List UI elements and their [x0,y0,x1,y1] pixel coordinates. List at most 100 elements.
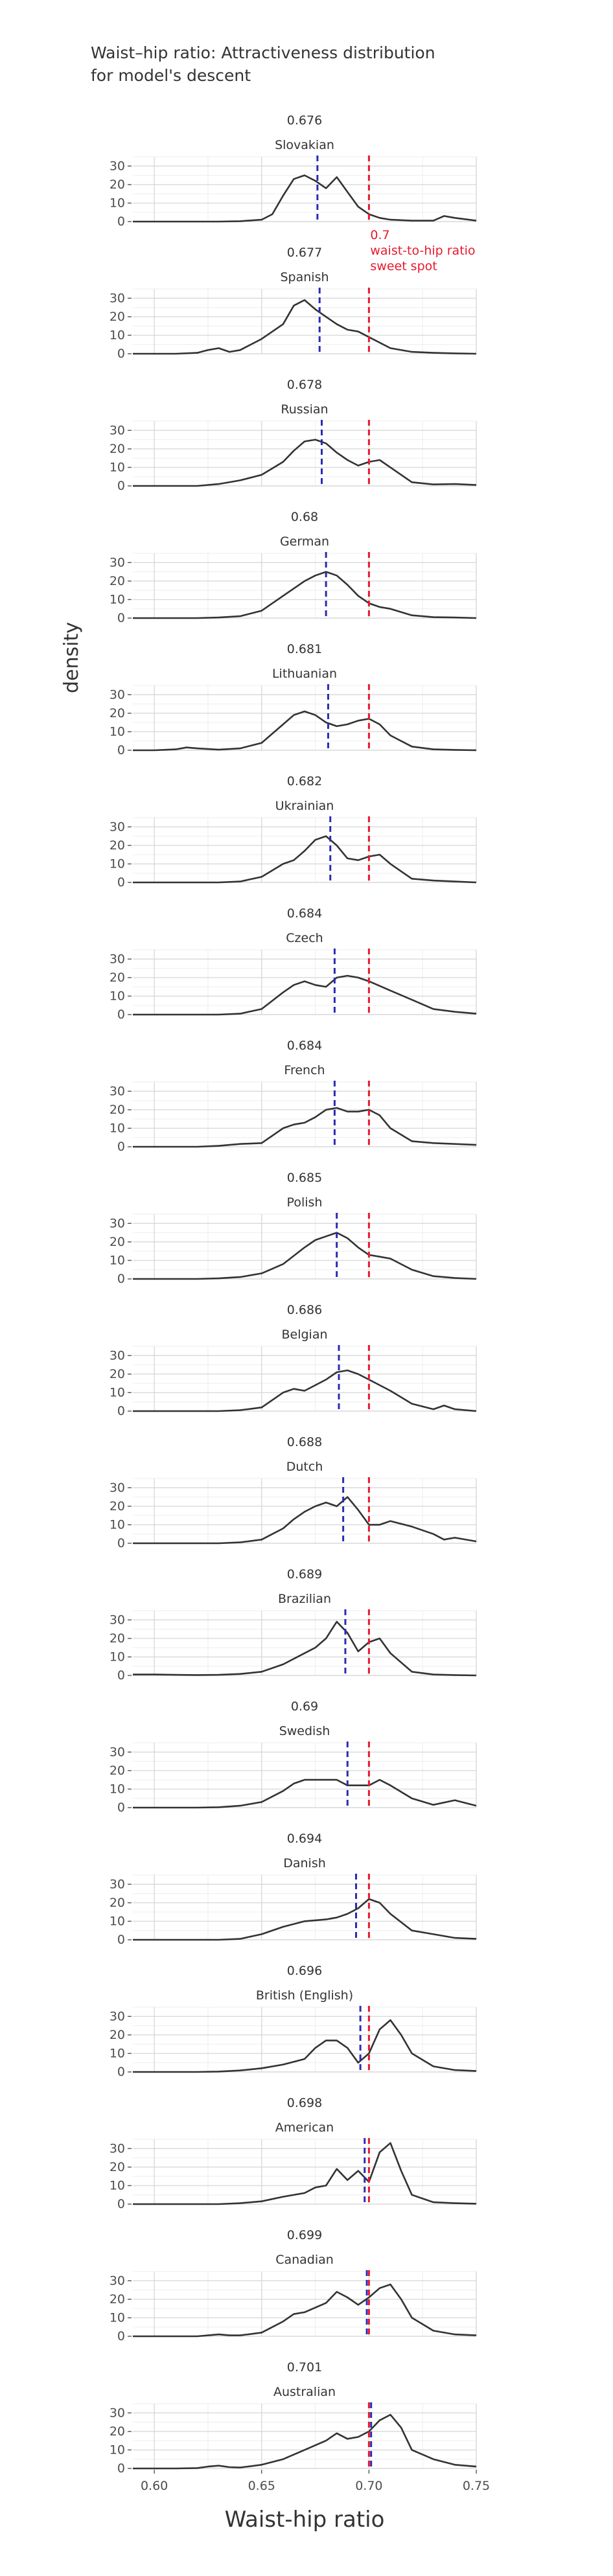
y-tick-label: 10 [110,2178,125,2192]
density-curve [133,1778,477,1809]
facet-dutch: 0.688 Dutch 0 10 20 30 [110,1435,477,1550]
y-tick-label: 0 [117,2065,125,2079]
facet-lithuanian: 0.681 Lithuanian 0 10 20 30 [110,642,477,757]
chart-title-line-2: for model's descent [91,66,251,85]
facet-name-label: Russian [281,402,328,417]
facet-mean-label: 0.677 [287,246,322,260]
y-tick-label: 30 [110,2406,125,2420]
y-tick-label: 10 [110,1385,125,1399]
y-tick-label: 20 [110,2424,125,2439]
x-tick-label: 0.70 [355,2479,382,2493]
y-tick-label: 10 [110,1253,125,1267]
y-tick-label: 10 [110,857,125,871]
facet-mean-label: 0.694 [287,1832,322,1846]
y-tick-label: 10 [110,1782,125,1796]
facet-slovakian: 0.676 Slovakian 0 10 20 30 0.7 waist-to-hip rat… [110,113,477,273]
density-curve [133,2142,477,2205]
facet-czech: 0.684 Czech 0 10 20 30 [110,906,477,1022]
y-tick-label: 10 [110,592,125,606]
x-tick-label: 0.75 [463,2479,490,2493]
y-tick-label: 30 [110,159,125,173]
facet-name-label: French [284,1063,325,1077]
y-tick-label: 0 [117,2461,125,2476]
facet-mean-label: 0.701 [287,2360,322,2375]
facet-american: 0.698 American 0 10 20 30 [110,2096,477,2211]
facet-name-label: American [275,2121,334,2135]
facet-name-label: Swedish [279,1724,330,1738]
density-curve [133,299,477,355]
facet-mean-label: 0.685 [287,1171,322,1185]
density-curve [133,1620,477,1677]
y-tick-label: 0 [117,1007,125,1022]
y-tick-label: 0 [117,1272,125,1286]
facet-name-label: Belgian [281,1328,327,1342]
facet-mean-label: 0.681 [287,642,322,656]
y-tick-label: 20 [110,971,125,985]
y-tick-label: 20 [110,1631,125,1646]
y-tick-label: 20 [110,1235,125,1249]
y-tick-label: 0 [117,1404,125,1418]
facet-name-label: Ukrainian [275,799,334,813]
facet-british-english: 0.696 British (English) 0 10 20 30 [110,1964,477,2079]
y-tick-label: 30 [110,1480,125,1495]
chart-title-line-1: Waist–hip ratio: Attractiveness distribu… [91,43,435,62]
facet-name-label: Polish [287,1195,323,1210]
y-tick-label: 30 [110,423,125,437]
y-tick-label: 30 [110,291,125,305]
x-tick-label: 0.65 [248,2479,275,2493]
facet-mean-label: 0.682 [287,774,322,788]
y-tick-label: 30 [110,820,125,834]
density-curve [133,1369,477,1412]
facet-mean-label: 0.688 [287,1435,322,1449]
y-tick-label: 30 [110,687,125,702]
y-axis-label: density [60,622,83,693]
y-tick-label: 10 [110,1914,125,1928]
y-tick-label: 10 [110,1121,125,1135]
facet-mean-label: 0.699 [287,2228,322,2242]
facet-mean-label: 0.689 [287,1567,322,1581]
density-curve [133,710,477,752]
facet-mean-label: 0.686 [287,1303,322,1317]
facet-spanish: 0.677 Spanish 0 10 20 30 [110,246,477,361]
density-curve [133,1898,477,1941]
y-tick-label: 0 [117,743,125,757]
y-tick-label: 0 [117,479,125,493]
reference-annotation: sweet spot [370,259,437,273]
density-curve [133,1496,477,1545]
facet-russian: 0.678 Russian 0 10 20 30 [110,378,477,493]
facet-canadian: 0.699 Canadian 0 10 20 30 [110,2228,477,2343]
density-curve [133,571,477,619]
facet-australian: 0.701 Australian 0 10 20 30 [110,2360,477,2476]
facet-name-label: Australian [273,2385,336,2399]
y-tick-label: 0 [117,1536,125,1550]
y-tick-label: 0 [117,2329,125,2343]
y-tick-label: 30 [110,2009,125,2023]
y-tick-label: 0 [117,214,125,229]
facet-german: 0.68 German 0 10 20 30 [110,510,477,625]
facet-swedish: 0.69 Swedish 0 10 20 30 [110,1699,477,1815]
density-curve [133,2019,477,2073]
y-tick-label: 30 [110,2141,125,2156]
density-curve [133,2413,477,2470]
y-tick-label: 20 [110,574,125,588]
y-tick-label: 30 [110,1745,125,1759]
y-tick-label: 20 [110,1499,125,1513]
facet-name-label: Dutch [286,1460,323,1474]
facet-mean-label: 0.698 [287,2096,322,2110]
facets: 0.676 Slovakian 0 10 20 30 0.7 waist-to-hip rat… [110,113,477,2476]
y-tick-label: 10 [110,1517,125,1532]
facet-name-label: Czech [286,931,323,945]
y-tick-label: 0 [117,1933,125,1947]
facet-name-label: Danish [283,1856,326,1870]
y-tick-label: 30 [110,555,125,569]
facet-name-label: Canadian [275,2253,334,2267]
density-curve [133,1107,477,1148]
y-tick-label: 30 [110,1348,125,1363]
y-tick-label: 10 [110,989,125,1003]
y-tick-label: 0 [117,875,125,890]
density-curve [133,974,477,1016]
y-tick-label: 10 [110,460,125,474]
facet-belgian: 0.686 Belgian 0 10 20 30 [110,1303,477,1418]
facet-mean-label: 0.696 [287,1964,322,1978]
facet-mean-label: 0.678 [287,378,322,392]
